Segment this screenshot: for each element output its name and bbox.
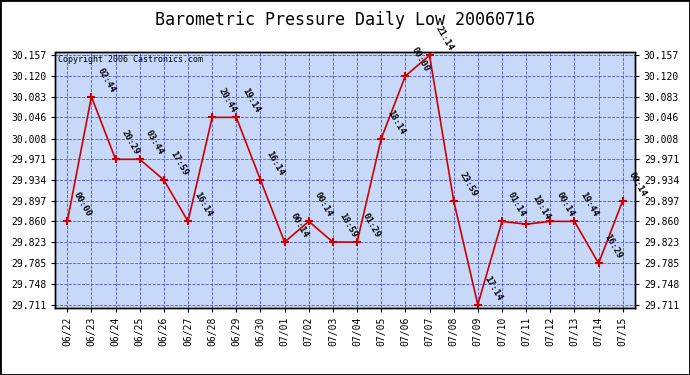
Text: 03:44: 03:44 bbox=[144, 129, 165, 156]
Text: 16:14: 16:14 bbox=[193, 191, 213, 219]
Text: 17:14: 17:14 bbox=[482, 274, 503, 302]
Text: 01:29: 01:29 bbox=[362, 211, 382, 239]
Text: 18:14: 18:14 bbox=[386, 108, 406, 136]
Text: 00:14: 00:14 bbox=[313, 191, 334, 219]
Text: 02:44: 02:44 bbox=[96, 66, 117, 94]
Text: 16:14: 16:14 bbox=[265, 150, 286, 177]
Text: 21:14: 21:14 bbox=[434, 25, 455, 52]
Text: Copyright 2006 Castronics.com: Copyright 2006 Castronics.com bbox=[58, 55, 203, 64]
Text: 00:00: 00:00 bbox=[72, 191, 92, 219]
Text: 23:59: 23:59 bbox=[458, 170, 479, 198]
Text: 20:29: 20:29 bbox=[120, 129, 141, 156]
Text: 20:44: 20:44 bbox=[217, 87, 237, 115]
Text: 00:14: 00:14 bbox=[555, 191, 575, 219]
Text: 00:00: 00:00 bbox=[410, 45, 431, 73]
Text: 17:59: 17:59 bbox=[168, 150, 189, 177]
Text: 19:14: 19:14 bbox=[241, 87, 262, 115]
Text: 18:59: 18:59 bbox=[337, 211, 358, 239]
Text: Barometric Pressure Daily Low 20060716: Barometric Pressure Daily Low 20060716 bbox=[155, 11, 535, 29]
Text: 19:44: 19:44 bbox=[579, 191, 600, 219]
Text: 16:29: 16:29 bbox=[603, 233, 624, 261]
Text: 00:14: 00:14 bbox=[627, 170, 648, 198]
Text: 00:14: 00:14 bbox=[289, 211, 310, 239]
Text: 18:14: 18:14 bbox=[531, 194, 551, 221]
Text: 01:14: 01:14 bbox=[506, 191, 527, 219]
